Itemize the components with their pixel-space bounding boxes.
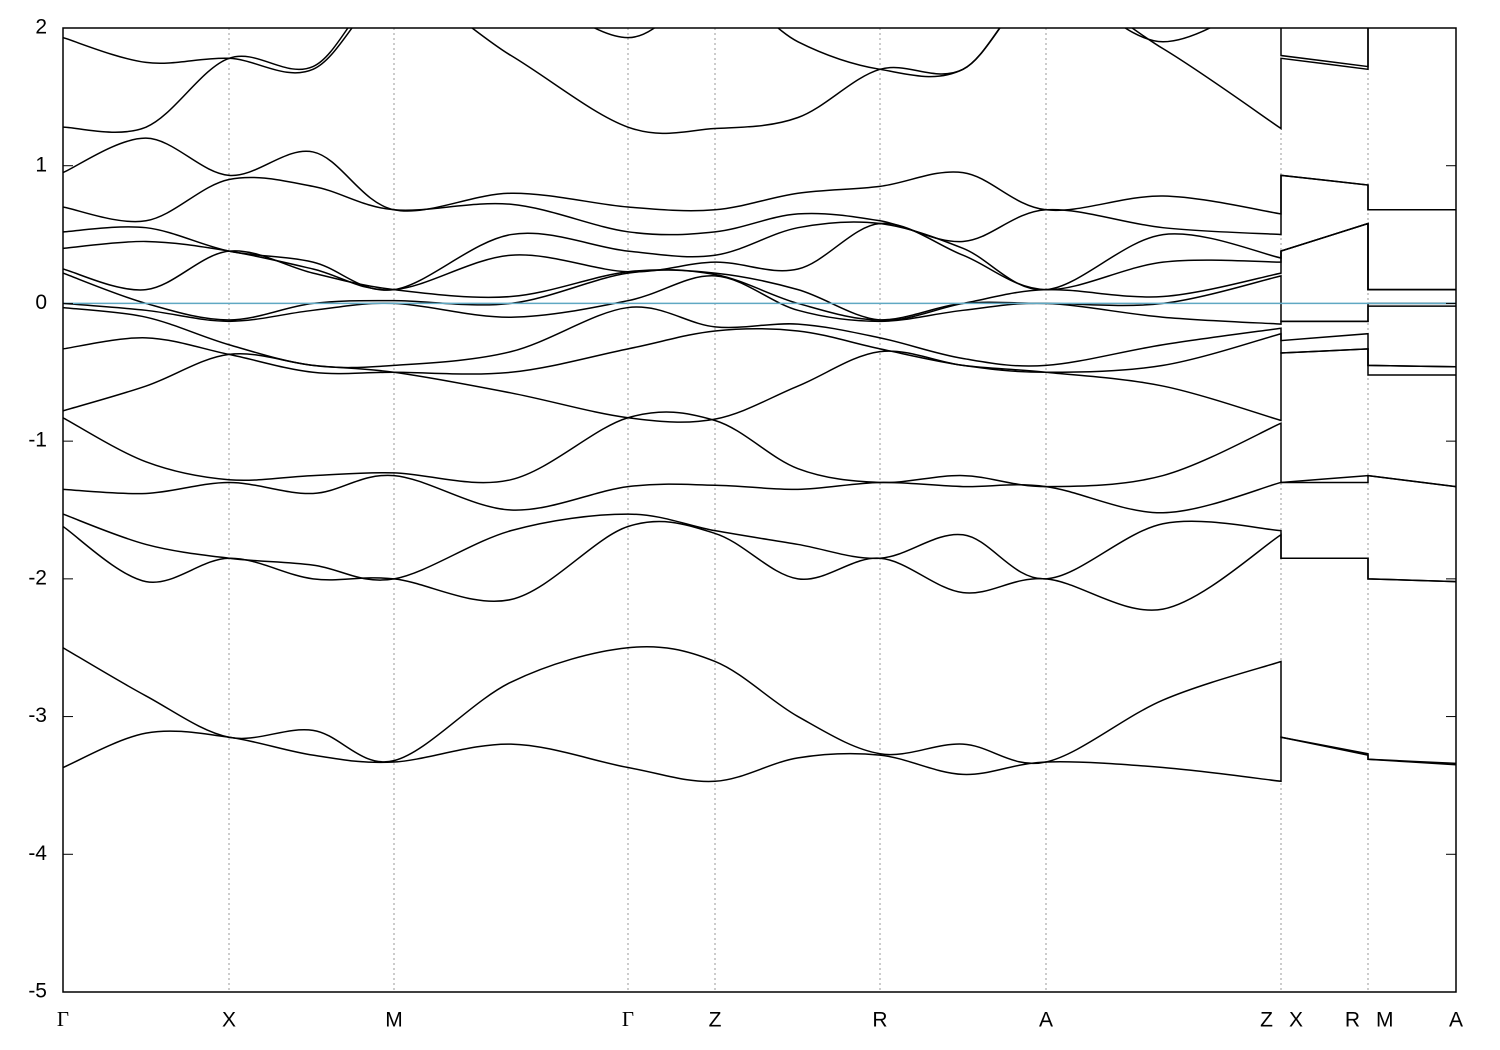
band-line <box>63 174 1456 243</box>
x-tick-label: M <box>385 1009 403 1032</box>
x-tick-label: A <box>1039 1009 1053 1032</box>
band-line <box>63 306 1456 369</box>
plot-frame <box>62 27 1457 993</box>
band-line <box>63 222 1456 321</box>
x-tick-label: X <box>222 1009 236 1032</box>
y-tick-label: 1 <box>35 153 47 176</box>
x-tick-label: Γ <box>622 1007 634 1031</box>
band-line <box>63 513 1456 583</box>
band-line <box>63 137 1456 215</box>
x-tick-label: Γ <box>57 1007 69 1031</box>
band-line <box>63 645 1456 765</box>
y-tick-label: -4 <box>28 842 47 865</box>
x-tick-label: R <box>1345 1009 1360 1032</box>
x-tick-label: X <box>1289 1009 1303 1032</box>
x-tick-label: R <box>872 1009 887 1032</box>
y-tick-label: 2 <box>35 16 47 39</box>
y-tick-label: -1 <box>28 429 47 452</box>
band-line <box>63 730 1456 783</box>
grid <box>62 28 1457 992</box>
band-line <box>63 28 1369 135</box>
y-tick-label: -2 <box>28 566 47 589</box>
band-line <box>63 275 1456 325</box>
x-tick-label: M <box>1376 1009 1394 1032</box>
x-tick-label: Z <box>1260 1009 1273 1032</box>
y-tick-label: -3 <box>28 704 47 727</box>
band-line <box>63 520 1456 611</box>
band-line <box>63 221 1456 291</box>
band-line <box>63 269 1456 323</box>
band-line <box>63 327 1456 375</box>
band-line <box>63 222 1456 291</box>
band-line <box>63 348 1456 423</box>
band-line <box>63 411 1456 488</box>
bands <box>63 28 1456 783</box>
y-tick-label: 0 <box>35 291 47 314</box>
band-line <box>63 474 1456 514</box>
y-tick-label: -5 <box>28 980 47 1003</box>
x-tick-label: Z <box>709 1009 722 1032</box>
x-tick-label: A <box>1449 1009 1463 1032</box>
band-line <box>63 28 1369 78</box>
